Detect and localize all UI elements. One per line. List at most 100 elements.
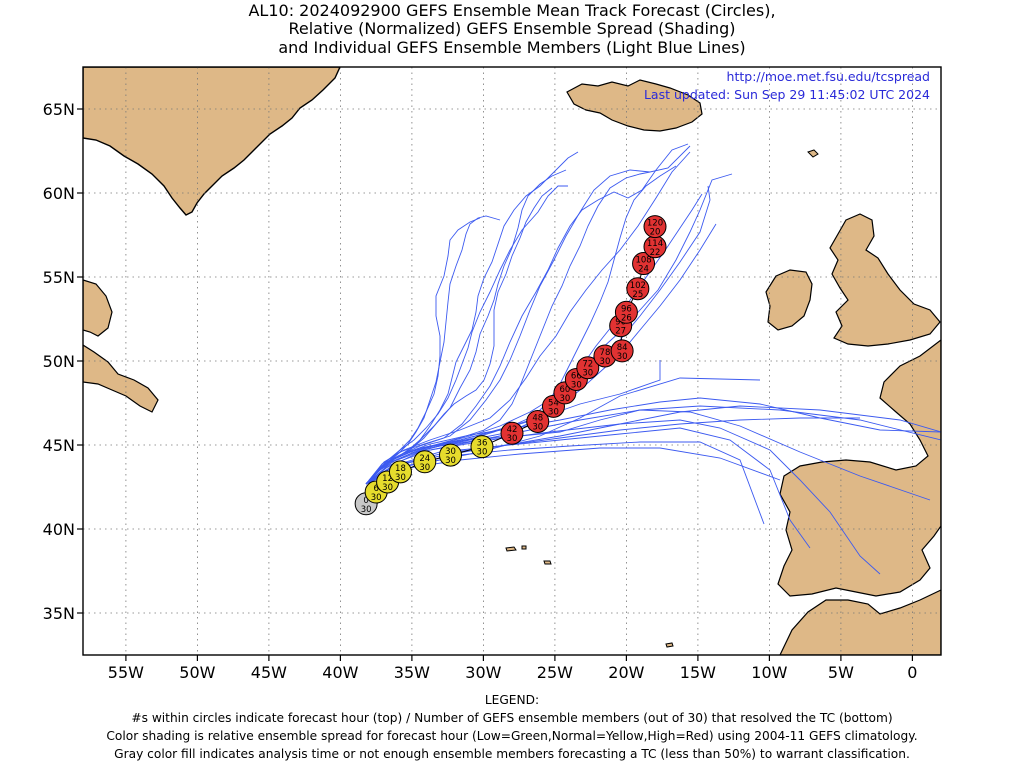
forecast-hour-label: 24 — [419, 454, 430, 464]
faroe-islands — [807, 149, 819, 158]
lon-tick-label: 25W — [537, 663, 573, 682]
track-circle — [439, 443, 463, 467]
member-count-label: 30 — [371, 493, 382, 503]
azores-islands — [505, 545, 552, 565]
member-track — [365, 419, 881, 575]
legend-heading: LEGEND: — [484, 693, 540, 707]
member-count-label: 30 — [477, 448, 488, 458]
forecast-hour-label: 6 — [373, 484, 378, 494]
lon-tick-label: 45W — [251, 663, 287, 682]
madeira-islands — [665, 642, 674, 648]
member-count-label: 30 — [419, 463, 430, 473]
member-track — [365, 185, 568, 485]
forecast-hour-label: 78 — [600, 348, 611, 358]
forecast-hour-label: 48 — [532, 413, 543, 423]
lon-tick-label: 0 — [907, 663, 917, 682]
track-circle — [526, 409, 550, 433]
forecast-hour-label: 90 — [615, 318, 626, 328]
forecast-hour-label: 42 — [507, 425, 518, 435]
nova-scotia-landmass — [83, 344, 159, 413]
member-count-label: 24 — [638, 265, 649, 275]
member-count-label: 30 — [395, 473, 406, 483]
lat-tick-label: 45N — [43, 436, 75, 455]
legend-line-1: #s within circles indicate forecast hour… — [131, 711, 893, 725]
member-count-label: 30 — [571, 380, 582, 390]
great-britain-landmass — [829, 213, 941, 347]
greenland-landmass — [83, 67, 341, 216]
lat-tick-label: 35N — [43, 604, 75, 623]
member-track — [365, 143, 689, 485]
forecast-hour-label: 54 — [548, 398, 559, 408]
forecast-hour-label: 36 — [477, 439, 488, 449]
forecast-hour-label: 18 — [395, 464, 406, 474]
track-circle — [500, 421, 524, 445]
member-count-label: 30 — [361, 505, 372, 515]
chart-title-line-1: AL10: 2024092900 GEFS Ensemble Mean Trac… — [248, 1, 776, 20]
credit-url: http://moe.met.fsu.edu/tcspread — [727, 69, 930, 84]
track-circle — [388, 460, 412, 484]
track-circle — [632, 252, 656, 276]
ensemble-member-tracks — [365, 143, 941, 575]
member-track — [365, 217, 481, 485]
legend-line-2: Color shading is relative ensemble sprea… — [106, 729, 918, 743]
lat-tick-label: 55N — [43, 268, 75, 287]
iberia-france-landmass — [777, 339, 941, 597]
member-count-label: 30 — [559, 394, 570, 404]
ensemble-mean-track: 0306301230183024303030363042304830543060… — [354, 215, 667, 516]
north-africa-landmass — [779, 589, 941, 655]
member-count-label: 26 — [621, 313, 632, 323]
forecast-hour-label: 108 — [635, 256, 651, 266]
lat-tick-label: 65N — [43, 100, 75, 119]
member-count-label: 30 — [582, 369, 593, 379]
member-track — [365, 409, 931, 501]
lon-tick-label: 5W — [828, 663, 854, 682]
track-circle — [643, 215, 667, 239]
forecast-hour-label: 0 — [363, 496, 368, 506]
lon-tick-label: 50W — [179, 663, 215, 682]
latitude-axis: 35N 40N 45N 50N 55N 60N 65N — [43, 100, 83, 623]
forecast-hour-label: 72 — [582, 360, 593, 370]
lat-tick-label: 60N — [43, 184, 75, 203]
chart-title-line-2: Relative (Normalized) GEFS Ensemble Spre… — [288, 19, 736, 38]
land-layer — [83, 67, 941, 655]
forecast-hour-label: 114 — [647, 239, 663, 249]
member-count-label: 27 — [615, 327, 626, 337]
track-circle — [413, 450, 437, 474]
forecast-hour-label: 102 — [630, 281, 646, 291]
member-count-label: 30 — [548, 407, 559, 417]
track-circle — [610, 339, 634, 363]
member-track — [365, 169, 567, 485]
member-count-label: 30 — [600, 357, 611, 367]
lon-tick-label: 10W — [751, 663, 787, 682]
iceland-landmass — [566, 79, 703, 132]
legend-line-3: Gray color fill indicates analysis time … — [114, 747, 910, 761]
lon-tick-label: 55W — [108, 663, 144, 682]
lat-tick-label: 50N — [43, 352, 75, 371]
lon-tick-label: 15W — [680, 663, 716, 682]
newfoundland-landmass — [83, 279, 113, 337]
track-circle — [576, 356, 600, 380]
lon-tick-label: 35W — [394, 663, 430, 682]
lon-tick-label: 20W — [608, 663, 644, 682]
member-count-label: 30 — [617, 352, 628, 362]
member-count-label: 30 — [382, 483, 393, 493]
member-track — [365, 377, 761, 485]
member-count-label: 22 — [650, 248, 661, 258]
track-map: 55W 50W 45W 40W 35W 30W 25W 20W 15W 10W 5W 0 35N 40N… — [43, 66, 942, 682]
member-track — [365, 187, 553, 485]
forecast-hour-label: 12 — [382, 474, 393, 484]
member-track — [365, 215, 501, 485]
forecast-hour-label: 30 — [445, 447, 456, 457]
member-count-label: 20 — [650, 228, 661, 238]
forecast-hour-label: 60 — [559, 385, 570, 395]
